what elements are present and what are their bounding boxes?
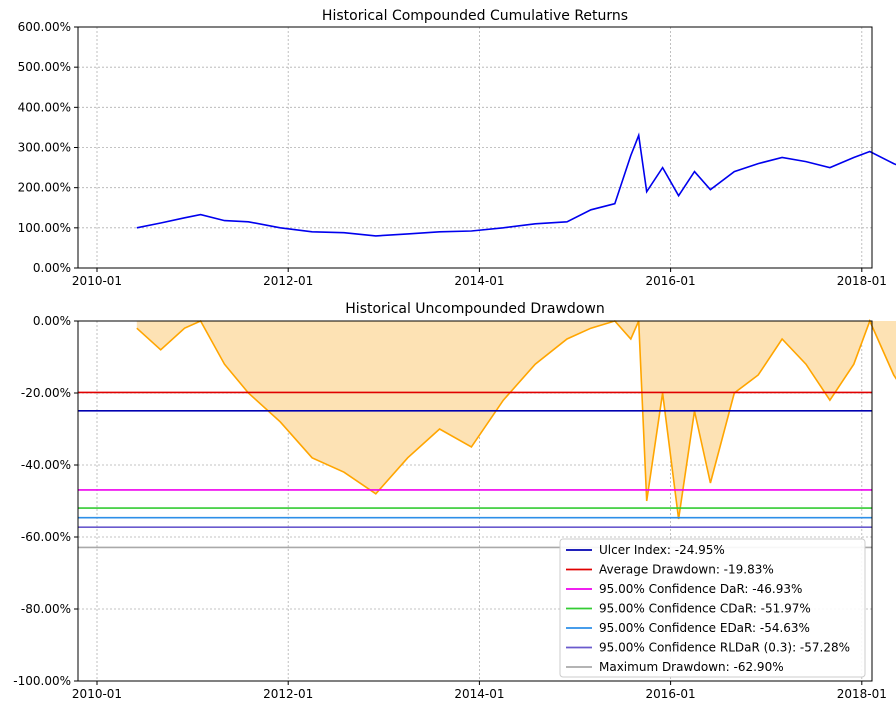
- y-tick-label: -20.00%: [21, 386, 71, 400]
- series-line: [136, 132, 896, 237]
- x-axis-ticks: 2010-012012-012014-012016-012018-012020-…: [72, 268, 887, 288]
- y-axis-ticks: 0.00% -20.00% -40.00% -60.00% -80.00% -100.00…: [13, 314, 78, 688]
- x-tick-label: 2016-01: [646, 274, 696, 288]
- y-tick-label: -60.00%: [21, 530, 71, 544]
- y-tick-label: -80.00%: [21, 602, 71, 616]
- x-tick-label: 2014-01: [454, 687, 504, 701]
- plot-frame: [77, 320, 873, 682]
- y-tick-label: 200.00%: [18, 181, 71, 195]
- y-tick-label: 300.00%: [18, 141, 71, 155]
- legend-label: 95.00% Confidence DaR: -46.93%: [599, 582, 802, 596]
- y-axis-ticks: 0.00% 100.00% 200.00% 300.00% 400.00% 500.00%…: [18, 20, 78, 275]
- legend: Ulcer Index: -24.95% Average Drawdown: -1…: [559, 538, 866, 678]
- y-tick-label: 500.00%: [18, 60, 71, 74]
- grid: [78, 26, 872, 269]
- legend-label: 95.00% Confidence RLDaR (0.3): -57.28%: [599, 641, 850, 655]
- cumulative-returns-chart: Historical Compounded Cumulative Returns…: [18, 8, 896, 288]
- x-tick-label: 2014-01: [454, 274, 504, 288]
- y-tick-label: 100.00%: [18, 221, 71, 235]
- legend-label: Average Drawdown: -19.83%: [599, 563, 774, 577]
- x-tick-label: 2010-01: [72, 274, 122, 288]
- x-tick-label: 2018-01: [837, 687, 887, 701]
- drawdown-area: [136, 321, 896, 519]
- x-tick-label: 2012-01: [263, 687, 313, 701]
- series-group: [136, 318, 896, 520]
- series-group: [136, 132, 896, 237]
- legend-label: Ulcer Index: -24.95%: [599, 543, 725, 557]
- chart-title: Historical Compounded Cumulative Returns: [322, 8, 628, 24]
- y-tick-label: -100.00%: [13, 674, 71, 688]
- x-tick-label: 2012-01: [263, 274, 313, 288]
- y-tick-label: 0.00%: [33, 261, 71, 275]
- x-tick-label: 2010-01: [72, 687, 122, 701]
- drawdown-chart: Historical Uncompounded Drawdown 2010-01…: [13, 301, 896, 701]
- y-tick-label: -40.00%: [21, 458, 71, 472]
- legend-box: [559, 538, 866, 678]
- legend-label: Maximum Drawdown: -62.90%: [599, 660, 784, 674]
- drawdown-line: [136, 318, 896, 520]
- y-tick-label: 400.00%: [18, 100, 71, 114]
- legend-label: 95.00% Confidence EDaR: -54.63%: [599, 621, 810, 635]
- chart-title: Historical Uncompounded Drawdown: [345, 301, 604, 317]
- y-tick-label: 0.00%: [33, 314, 71, 328]
- risk-lines: [78, 391, 872, 549]
- x-tick-label: 2018-01: [837, 274, 887, 288]
- x-axis-ticks: 2010-012012-012014-012016-012018-012020-…: [72, 681, 887, 701]
- y-tick-label: 600.00%: [18, 20, 71, 34]
- legend-label: 95.00% Confidence CDaR: -51.97%: [599, 602, 811, 616]
- x-tick-label: 2016-01: [646, 687, 696, 701]
